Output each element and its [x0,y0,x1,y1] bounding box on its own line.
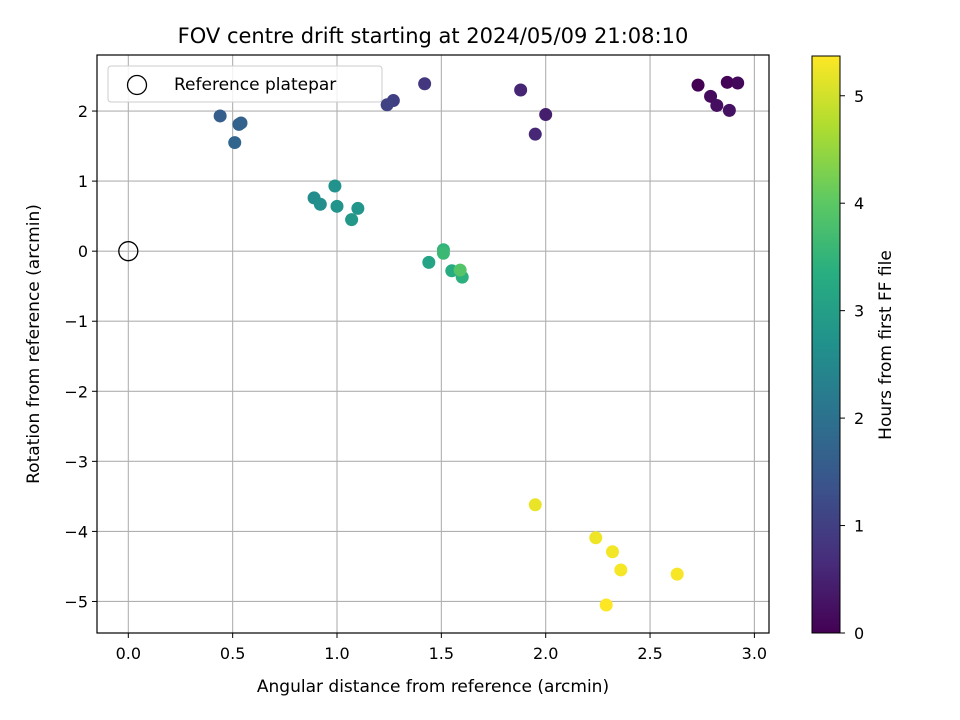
data-point [418,77,432,91]
x-tick-label: 3.0 [742,644,767,663]
x-tick-label: 0.0 [116,644,141,663]
y-tick-label: −4 [64,522,88,541]
colorbar-tick-label: 2 [854,409,864,428]
y-tick-label: −5 [64,592,88,611]
data-point [453,263,467,277]
legend-label: Reference platepar [174,75,336,95]
data-point [670,567,684,581]
colorbar-tick-label: 3 [854,302,864,321]
legend-box [107,65,383,103]
legend-reference-marker [126,74,148,96]
data-point [213,109,227,123]
colorbar: 0 1 2 3 4 5 Hours from first FF file [811,55,896,643]
data-point [351,201,365,215]
legend: Reference platepar [107,65,383,103]
data-point [528,127,542,141]
data-point [328,179,342,193]
data-point [722,103,736,117]
data-point [710,98,724,112]
data-point [528,498,542,512]
data-points [213,75,745,612]
data-point [539,108,553,122]
y-axis-ticks: 2 1 0 −1 −2 −3 −4 −5 [64,102,97,611]
x-axis-title: Angular distance from reference (arcmin) [257,677,609,697]
data-point [691,78,705,92]
data-point [731,76,745,90]
y-tick-label: −2 [64,382,88,401]
x-tick-label: 2.0 [533,644,558,663]
reference-marker-layer [118,241,139,262]
data-point [589,531,603,545]
data-point [330,199,344,213]
data-point [605,545,619,559]
data-point [422,255,436,269]
x-tick-label: 1.5 [429,644,454,663]
colorbar-label: Hours from first FF file [876,250,896,440]
data-point [614,563,628,577]
colorbar-tick-label: 4 [854,194,864,213]
x-tick-label: 0.5 [220,644,245,663]
data-point [436,246,450,260]
grid [97,55,769,633]
y-tick-label: 1 [78,172,88,191]
x-tick-label: 1.0 [324,644,349,663]
y-tick-label: −3 [64,452,88,471]
y-axis-title: Rotation from reference (arcmin) [24,204,44,484]
plot-frame [96,54,770,634]
data-point [720,75,734,89]
y-tick-label: −1 [64,312,88,331]
data-point [313,197,327,211]
data-point [345,213,359,227]
y-tick-label: 0 [78,242,88,261]
colorbar-gradient [811,55,841,634]
x-axis-ticks: 0.0 0.5 1.0 1.5 2.0 2.5 3.0 [116,633,767,663]
colorbar-tick-label: 1 [854,517,864,536]
chart-title: FOV centre drift starting at 2024/05/09 … [178,24,689,48]
y-tick-label: 2 [78,102,88,121]
colorbar-ticks: 0 1 2 3 4 5 [840,87,864,643]
data-point [228,136,242,150]
data-point [380,98,394,112]
x-tick-label: 2.5 [637,644,662,663]
data-point [599,598,613,612]
reference-marker [118,241,139,262]
data-point [234,116,248,130]
colorbar-tick-label: 5 [854,87,864,106]
colorbar-tick-label: 0 [854,624,864,643]
data-point [514,83,528,97]
data-point [704,89,718,103]
